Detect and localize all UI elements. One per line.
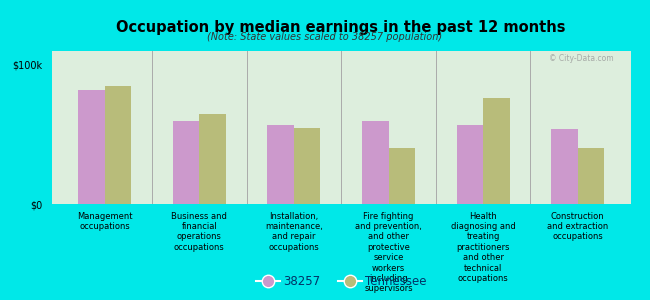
Bar bbox=[173, 121, 200, 204]
Bar bbox=[200, 114, 226, 204]
Bar bbox=[578, 148, 604, 204]
Text: (Note: State values scaled to 38257 population): (Note: State values scaled to 38257 popu… bbox=[207, 32, 443, 41]
Legend: 38257, Tennessee: 38257, Tennessee bbox=[251, 271, 432, 293]
Bar bbox=[551, 129, 578, 204]
Title: Occupation by median earnings in the past 12 months: Occupation by median earnings in the pas… bbox=[116, 20, 566, 34]
Text: © City-Data.com: © City-Data.com bbox=[549, 54, 613, 63]
Bar bbox=[105, 86, 131, 204]
Bar bbox=[294, 128, 320, 204]
Bar bbox=[362, 121, 389, 204]
Bar bbox=[78, 90, 105, 204]
Bar bbox=[457, 125, 483, 204]
Bar bbox=[389, 148, 415, 204]
Bar bbox=[267, 125, 294, 204]
Bar bbox=[483, 98, 510, 204]
